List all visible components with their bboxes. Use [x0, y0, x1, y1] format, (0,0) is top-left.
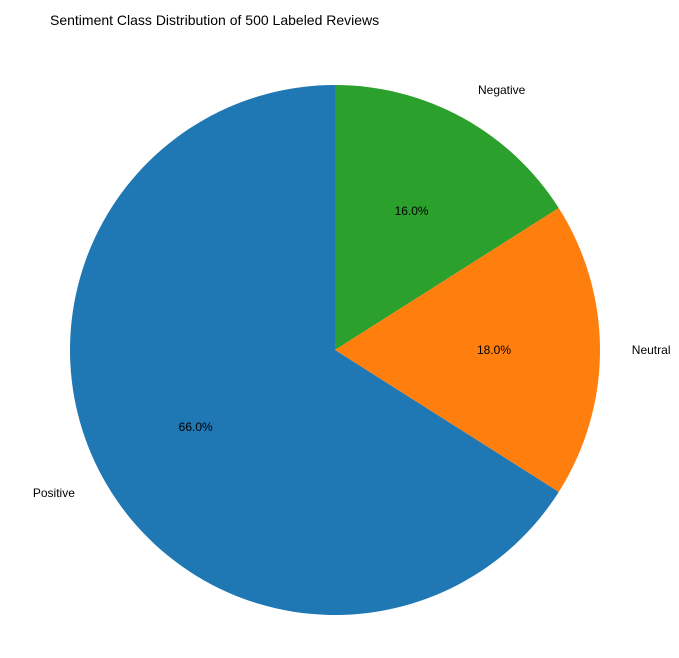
pie-chart-svg: [0, 0, 679, 658]
pct-label-negative: 16.0%: [395, 204, 429, 218]
category-label-neutral: Neutral: [632, 343, 671, 357]
category-label-negative: Negative: [478, 83, 525, 97]
pct-label-neutral: 18.0%: [477, 343, 511, 357]
pct-label-positive: 66.0%: [179, 420, 213, 434]
category-label-positive: Positive: [33, 486, 75, 500]
pie-chart-container: Sentiment Class Distribution of 500 Labe…: [0, 0, 679, 658]
